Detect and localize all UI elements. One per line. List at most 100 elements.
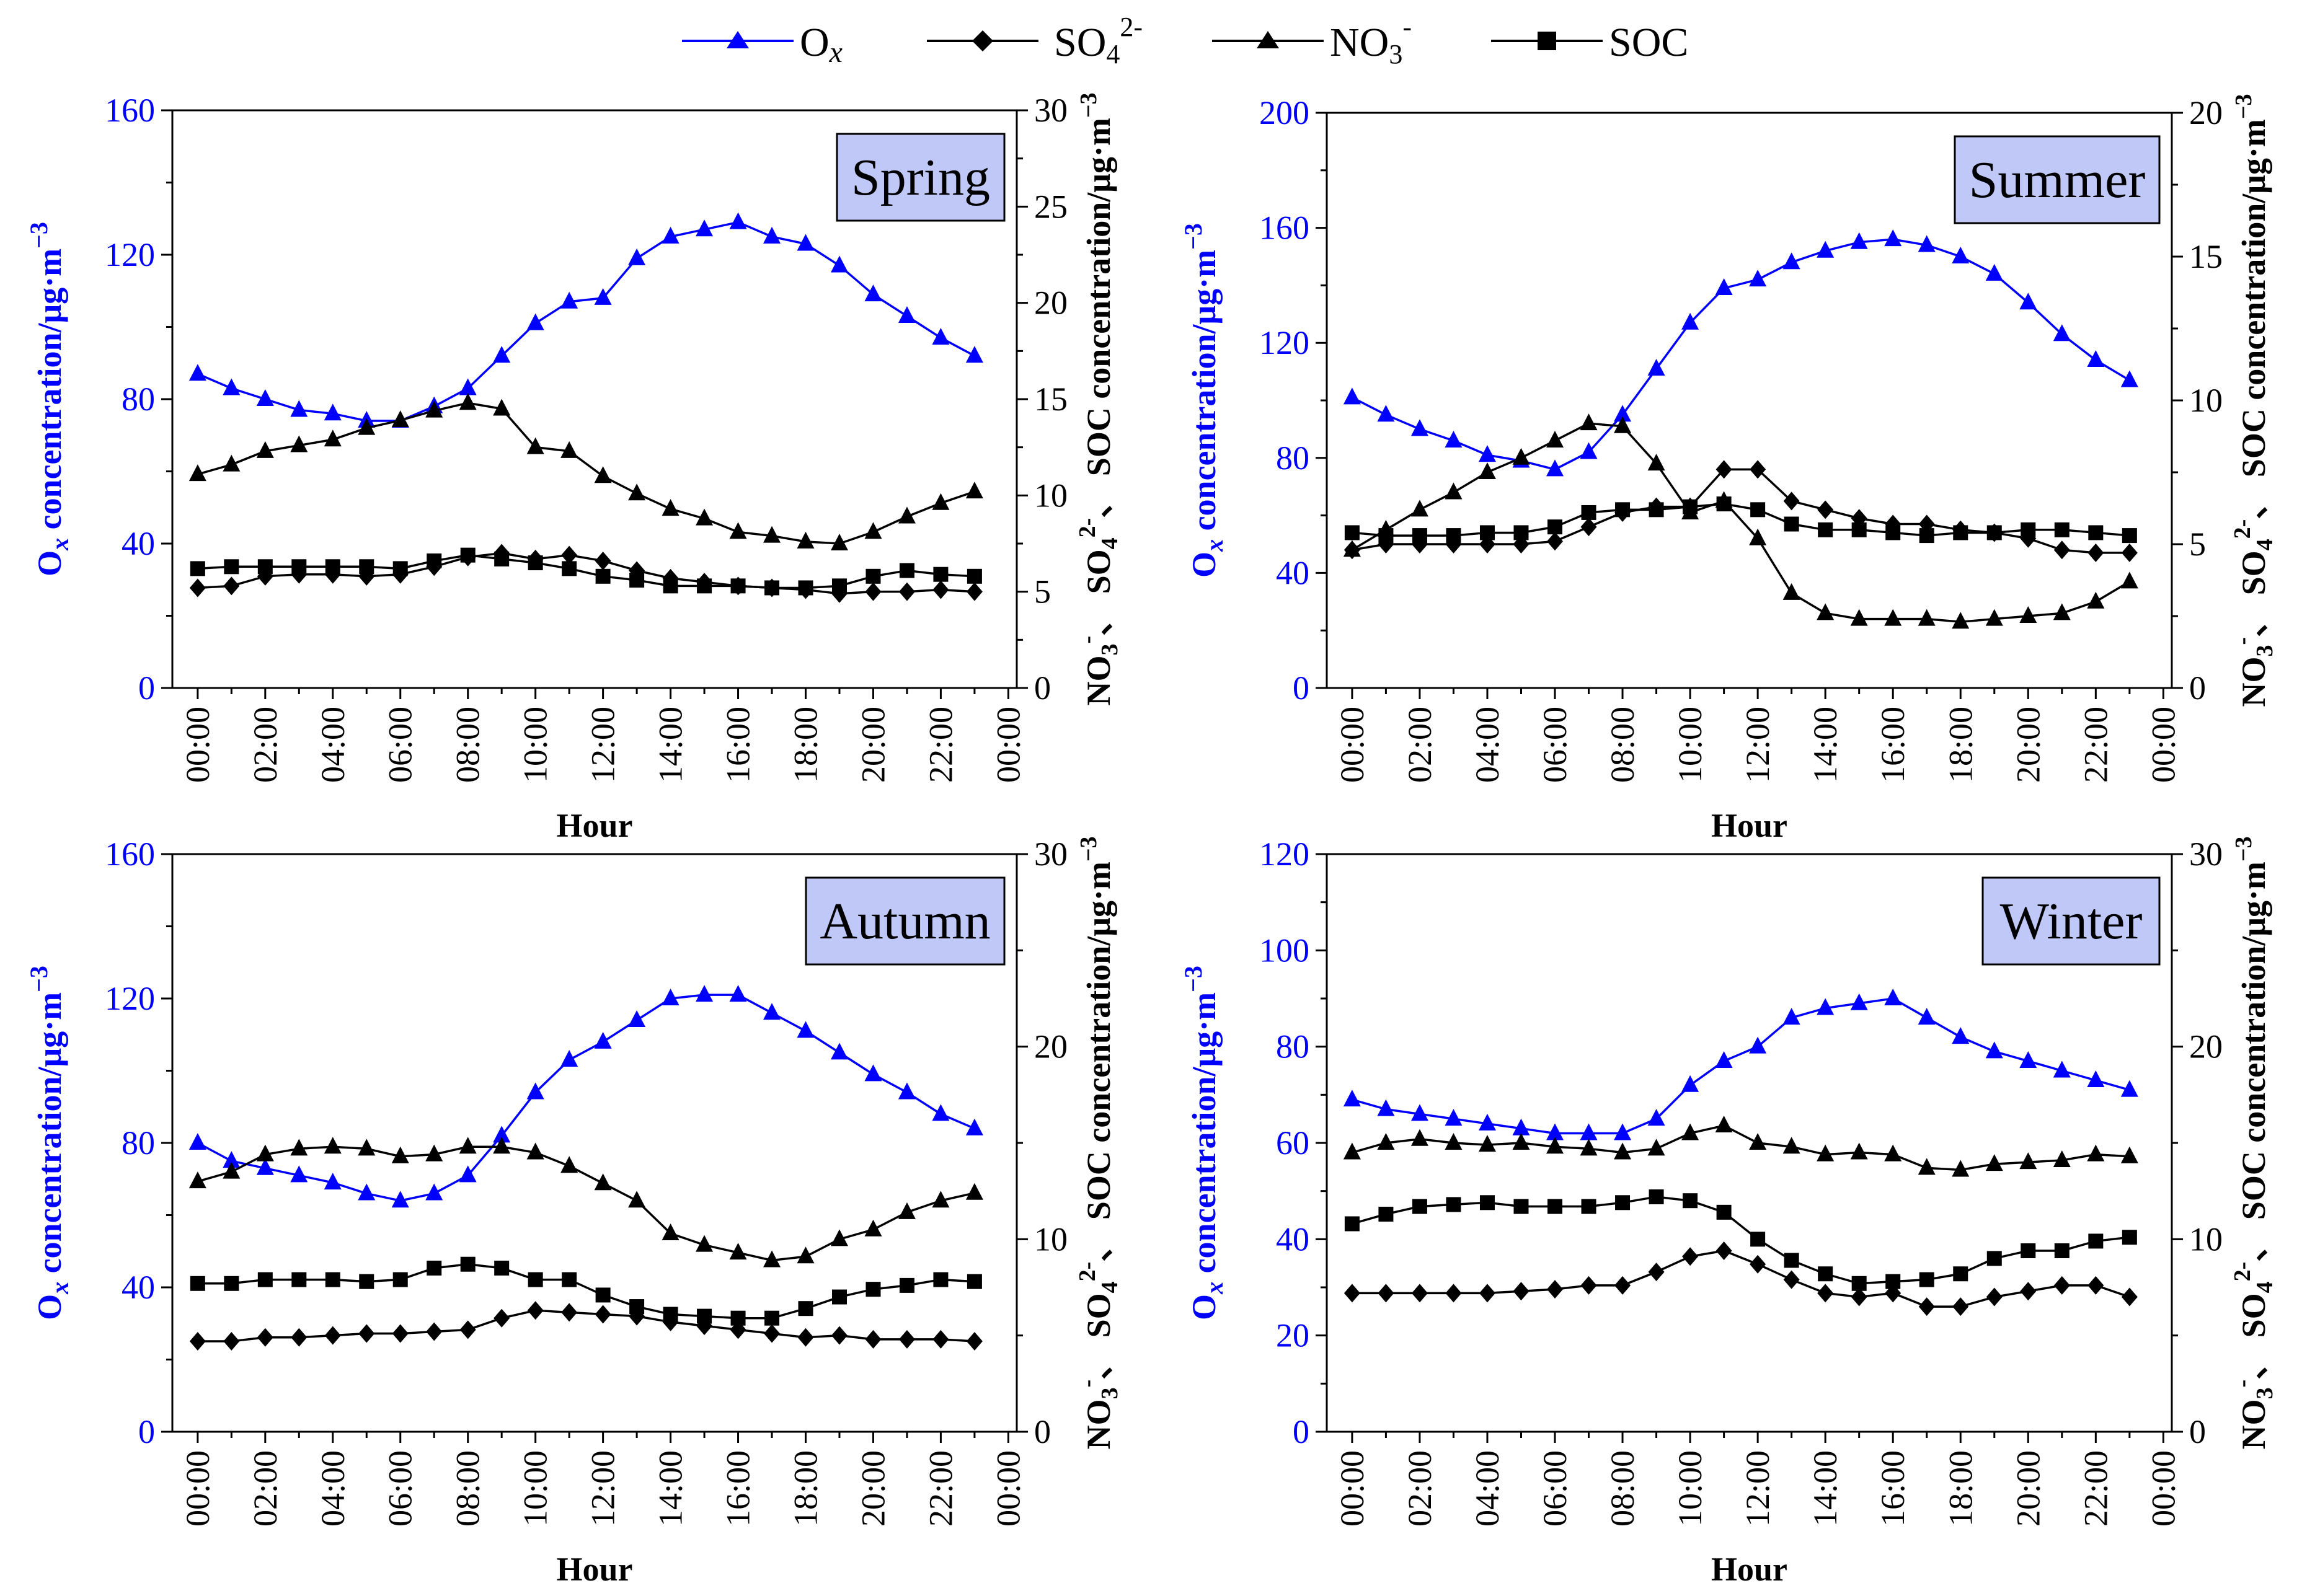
data-point-soc bbox=[764, 1310, 780, 1326]
left-tick-label: 40 bbox=[1276, 1220, 1309, 1258]
y-label-right-soc: 、 SOC concentration/μg·m bbox=[2235, 119, 2272, 519]
left-tick-label: 100 bbox=[1259, 932, 1309, 969]
data-point-no3 bbox=[729, 1243, 747, 1260]
data-point-so42 bbox=[426, 1322, 443, 1341]
data-point-so42 bbox=[257, 1328, 273, 1347]
series-so42 bbox=[189, 1301, 983, 1351]
y-label-right-so4: 、 SO bbox=[2235, 550, 2272, 637]
x-tick-label: 16:00 bbox=[720, 1450, 757, 1527]
series-line-so42 bbox=[1352, 468, 2130, 554]
data-point-no3 bbox=[1478, 1135, 1496, 1152]
svg-text:NO3-: NO3- bbox=[1330, 12, 1412, 69]
series-ox bbox=[1343, 229, 2138, 477]
data-point-no3 bbox=[729, 522, 747, 539]
season-label-box bbox=[836, 133, 1006, 222]
data-point-ox bbox=[290, 1165, 308, 1183]
data-point-no3 bbox=[932, 1191, 950, 1208]
y-label-right-so4: 、 SO bbox=[1080, 1293, 1117, 1380]
data-point-soc bbox=[1683, 1193, 1698, 1209]
data-point-no3 bbox=[223, 454, 241, 472]
data-point-no3 bbox=[493, 1137, 511, 1154]
legend-label-ox-sub: x bbox=[829, 36, 843, 69]
data-point-ox bbox=[932, 327, 950, 345]
data-point-ox bbox=[1782, 1008, 1800, 1025]
y-label-right-unit-sup: −3 bbox=[2231, 94, 2257, 119]
x-tick-label: 02:00 bbox=[247, 707, 284, 783]
data-point-so42 bbox=[1648, 1263, 1665, 1282]
y-label-left-sup: −3 bbox=[25, 222, 53, 249]
data-point-soc bbox=[1683, 499, 1698, 514]
x-tick-label: 04:00 bbox=[1469, 707, 1506, 783]
data-point-ox bbox=[1377, 1099, 1395, 1116]
data-point-soc bbox=[629, 1299, 645, 1315]
data-point-ox bbox=[1478, 445, 1496, 462]
x-tick-label: 10:00 bbox=[517, 1450, 554, 1527]
data-point-no3 bbox=[1952, 612, 1970, 629]
data-point-ox bbox=[1410, 419, 1428, 436]
y-label-right-no3-sub: 3 bbox=[2252, 645, 2278, 657]
x-tick-label: 20:00 bbox=[2009, 707, 2047, 783]
y-axis-label-left: Ox concentration/μg·m−3 bbox=[25, 222, 74, 576]
data-point-no3 bbox=[188, 464, 206, 482]
data-point-ox bbox=[256, 1158, 274, 1175]
data-point-no3 bbox=[1749, 1133, 1767, 1150]
data-point-soc bbox=[730, 1310, 746, 1326]
series-line-ox bbox=[1352, 997, 2130, 1135]
data-point-ox bbox=[662, 226, 680, 244]
series-line-soc bbox=[197, 1263, 975, 1320]
y-label-right-so4-sub: 4 bbox=[2252, 1281, 2278, 1293]
data-point-ox bbox=[188, 1133, 206, 1150]
series-line-no3 bbox=[1352, 1124, 2130, 1171]
y-label-right-so4-sub: 4 bbox=[2252, 539, 2278, 550]
data-point-no3 bbox=[560, 1156, 578, 1173]
data-point-ox bbox=[1681, 1075, 1699, 1092]
data-point-so42 bbox=[1952, 1297, 1969, 1316]
series-line-no3 bbox=[197, 402, 975, 545]
y-label-left-sup: −3 bbox=[25, 966, 53, 992]
data-point-no3 bbox=[425, 400, 443, 418]
data-point-ox bbox=[1580, 1123, 1598, 1140]
data-point-so42 bbox=[561, 1303, 578, 1322]
data-point-so42 bbox=[527, 1301, 544, 1320]
data-point-no3 bbox=[1647, 1139, 1665, 1156]
data-point-ox bbox=[459, 1165, 477, 1183]
data-point-so42 bbox=[459, 1320, 476, 1339]
series-soc bbox=[190, 547, 982, 596]
data-point-no3 bbox=[763, 1250, 781, 1268]
data-point-soc bbox=[2088, 1233, 2104, 1249]
chart-panel-spring: 0 40 80 120 160 0 5 10 15 20 25 30 00:00 02:00 04:00 06… bbox=[25, 92, 1123, 844]
x-tick-label: 04:00 bbox=[314, 707, 352, 783]
y-label-left-sub: x bbox=[1200, 1282, 1228, 1295]
data-point-no3 bbox=[864, 1219, 882, 1237]
data-point-no3 bbox=[1343, 540, 1361, 557]
data-point-ox bbox=[1782, 252, 1800, 270]
series-soc bbox=[1344, 1189, 2137, 1291]
data-point-so42 bbox=[1750, 460, 1766, 479]
x-tick-label: 02:00 bbox=[247, 1450, 284, 1527]
x-tick-label: 18:00 bbox=[787, 707, 825, 783]
data-point-so42 bbox=[1783, 1270, 1800, 1289]
data-point-ox bbox=[2019, 293, 2037, 310]
data-point-soc bbox=[1986, 525, 2002, 540]
left-tick-label: 160 bbox=[105, 835, 155, 873]
data-point-so42 bbox=[1715, 460, 1732, 479]
data-point-ox bbox=[797, 1021, 815, 1038]
data-point-so42 bbox=[932, 1329, 949, 1349]
left-tick-label: 40 bbox=[122, 525, 155, 562]
data-point-so42 bbox=[324, 1326, 341, 1345]
y-label-right-so4: 、 SO bbox=[1080, 549, 1117, 636]
y-label-right-no3: NO bbox=[1080, 1400, 1117, 1450]
right-tick-label: 20 bbox=[2189, 1028, 2223, 1065]
data-point-soc bbox=[1513, 1199, 1529, 1214]
data-point-soc bbox=[697, 1308, 712, 1324]
data-point-soc bbox=[1344, 1216, 1360, 1232]
y-label-left-rest: concentration/μg·m bbox=[1185, 250, 1223, 539]
data-point-soc bbox=[494, 551, 510, 567]
right-tick-label: 0 bbox=[1034, 669, 1051, 707]
y-label-right-soc: 、 SOC concentration/μg·m bbox=[1080, 862, 1117, 1262]
data-point-soc bbox=[967, 568, 982, 584]
data-point-ox bbox=[1478, 1113, 1496, 1131]
legend-label-no3: NO bbox=[1330, 20, 1389, 65]
x-tick-label: 00:00 bbox=[179, 707, 216, 783]
left-tick-label: 0 bbox=[1293, 669, 1309, 707]
